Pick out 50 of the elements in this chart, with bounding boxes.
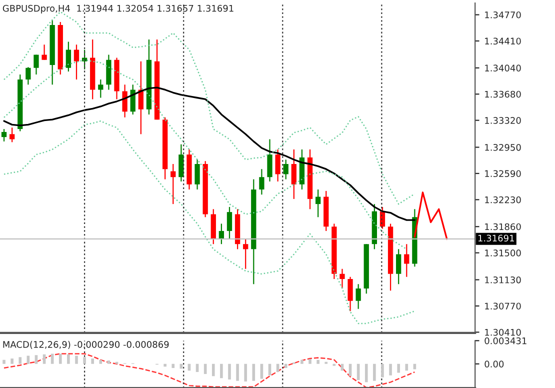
bar — [308, 359, 312, 364]
bar — [18, 357, 22, 364]
bar — [300, 360, 304, 364]
bar — [99, 360, 102, 364]
y-tick-label: 1.33320 — [485, 117, 521, 124]
bar — [212, 364, 215, 376]
line-series — [3, 353, 416, 388]
bar — [228, 364, 231, 380]
bar — [34, 355, 38, 364]
bar — [316, 360, 320, 364]
bar — [91, 358, 94, 364]
bar — [389, 364, 392, 376]
y-tick-label: 1.31500 — [485, 250, 521, 256]
line-series — [414, 192, 448, 240]
bar — [220, 364, 223, 378]
bar — [244, 364, 247, 382]
y-tick-label: 1.31130 — [485, 276, 521, 284]
chart-title: MACD(12,26,9) -0.000290 -0.000869 — [3, 340, 169, 349]
y-tick-label: 1.30410 — [485, 328, 521, 336]
y-tick-label: 1.33680 — [485, 90, 521, 98]
y-tick-label: 1.34770 — [485, 11, 521, 18]
bar — [252, 364, 256, 381]
bar — [58, 354, 62, 364]
y-tick-label: 1.30770 — [485, 302, 521, 310]
bar — [10, 358, 14, 364]
y-tick-label: 1.34040 — [485, 64, 521, 72]
y-tick-label: 1.32230 — [485, 196, 521, 204]
y-tick-label: 1.31860 — [485, 223, 521, 230]
bar — [107, 360, 110, 364]
line-series — [3, 120, 416, 324]
y-tick-label: 1.34410 — [485, 38, 521, 45]
bar — [75, 356, 78, 364]
bar — [172, 364, 175, 368]
bar — [405, 364, 408, 371]
bar — [2, 360, 6, 364]
bar — [50, 354, 54, 364]
bar — [236, 364, 239, 381]
y-tick-label: 0.003431 — [484, 337, 526, 344]
y-tick-label: 1.32950 — [485, 144, 521, 151]
y-tick-label: 1.32590 — [485, 170, 521, 178]
bar — [67, 354, 70, 364]
bar — [284, 364, 288, 368]
bar — [397, 364, 400, 373]
bar — [373, 364, 376, 381]
chart-title: GBPUSDpro,H4 1.31944 1.32054 1.31657 1.31691 — [2, 4, 234, 14]
bar — [364, 364, 368, 382]
bar — [164, 364, 166, 367]
bar — [413, 364, 416, 370]
y-tick-label: 0.00 — [484, 360, 504, 368]
ref-line-label: 1.31691 — [478, 234, 514, 242]
